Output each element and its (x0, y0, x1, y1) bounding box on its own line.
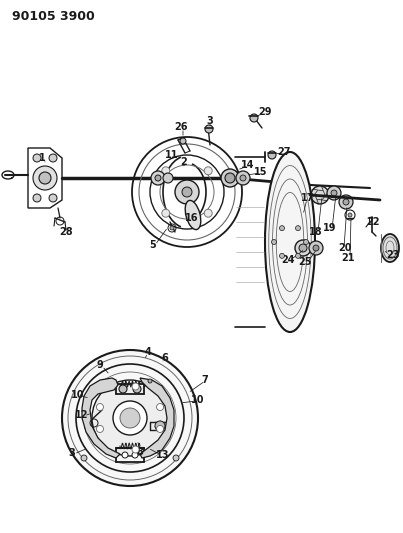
Circle shape (280, 225, 285, 231)
Circle shape (155, 175, 161, 181)
Circle shape (225, 173, 235, 183)
Text: 23: 23 (386, 250, 400, 260)
Text: 7: 7 (202, 375, 208, 385)
Text: 2: 2 (181, 157, 187, 167)
Text: 14: 14 (241, 160, 255, 170)
Text: 12: 12 (75, 410, 89, 420)
Text: 11: 11 (165, 150, 179, 160)
Circle shape (155, 421, 165, 431)
Circle shape (92, 380, 168, 456)
Circle shape (49, 154, 57, 162)
Circle shape (151, 171, 165, 185)
Circle shape (295, 253, 301, 259)
Text: 19: 19 (323, 223, 337, 233)
Circle shape (268, 151, 276, 159)
Text: 10: 10 (71, 390, 85, 400)
Circle shape (132, 452, 138, 458)
Text: 13: 13 (156, 450, 170, 460)
Text: 27: 27 (277, 147, 291, 157)
Circle shape (163, 173, 173, 183)
Text: 25: 25 (298, 257, 312, 267)
Circle shape (49, 194, 57, 202)
Circle shape (303, 239, 309, 245)
Text: 5: 5 (150, 240, 156, 250)
Circle shape (33, 154, 41, 162)
Text: 8: 8 (137, 447, 143, 457)
Text: 90105 3900: 90105 3900 (12, 11, 95, 23)
Circle shape (311, 186, 329, 204)
Circle shape (81, 455, 87, 461)
Circle shape (280, 253, 285, 259)
Circle shape (295, 225, 301, 231)
Circle shape (331, 190, 337, 196)
Circle shape (62, 350, 198, 486)
Text: 22: 22 (366, 217, 380, 227)
Circle shape (39, 172, 51, 184)
Circle shape (236, 171, 250, 185)
Polygon shape (140, 378, 174, 458)
Text: 10: 10 (191, 395, 205, 405)
Circle shape (221, 169, 239, 187)
Circle shape (205, 125, 213, 133)
Circle shape (157, 403, 164, 410)
Text: 28: 28 (59, 227, 73, 237)
Circle shape (113, 401, 147, 435)
Ellipse shape (185, 200, 201, 230)
Ellipse shape (265, 152, 315, 332)
Circle shape (348, 213, 352, 217)
Circle shape (148, 379, 152, 383)
Circle shape (339, 195, 353, 209)
Circle shape (122, 452, 128, 458)
Text: 17: 17 (301, 193, 315, 203)
Circle shape (132, 446, 139, 453)
Circle shape (162, 167, 170, 175)
Text: 6: 6 (162, 353, 168, 363)
Text: 9: 9 (97, 360, 104, 370)
Circle shape (327, 186, 341, 200)
Polygon shape (82, 378, 120, 458)
Circle shape (204, 209, 212, 217)
Text: 20: 20 (338, 243, 352, 253)
Circle shape (313, 245, 319, 251)
Text: 15: 15 (254, 167, 268, 177)
Circle shape (175, 180, 199, 204)
Text: 4: 4 (145, 347, 152, 357)
Circle shape (170, 226, 174, 230)
Circle shape (204, 167, 212, 175)
Text: 18: 18 (309, 227, 323, 237)
Text: 3: 3 (69, 448, 75, 458)
Text: 16: 16 (185, 213, 199, 223)
Text: 29: 29 (258, 107, 272, 117)
Circle shape (33, 194, 41, 202)
Circle shape (309, 241, 323, 255)
Circle shape (133, 385, 141, 393)
Text: 1: 1 (39, 153, 46, 163)
Ellipse shape (381, 234, 399, 262)
Circle shape (162, 209, 170, 217)
Circle shape (157, 425, 164, 432)
Circle shape (295, 240, 311, 256)
Circle shape (120, 408, 140, 428)
Circle shape (180, 138, 186, 144)
Circle shape (182, 187, 192, 197)
Text: 26: 26 (174, 122, 188, 132)
Text: 24: 24 (281, 255, 295, 265)
Text: 21: 21 (341, 253, 355, 263)
Circle shape (240, 175, 246, 181)
Circle shape (132, 383, 139, 390)
Circle shape (250, 114, 258, 122)
Circle shape (299, 244, 307, 252)
Circle shape (272, 239, 276, 245)
Circle shape (173, 455, 179, 461)
Circle shape (33, 166, 57, 190)
Text: 3: 3 (207, 116, 213, 126)
Circle shape (343, 199, 349, 205)
Circle shape (119, 385, 127, 393)
Circle shape (96, 425, 104, 432)
Circle shape (96, 403, 104, 410)
